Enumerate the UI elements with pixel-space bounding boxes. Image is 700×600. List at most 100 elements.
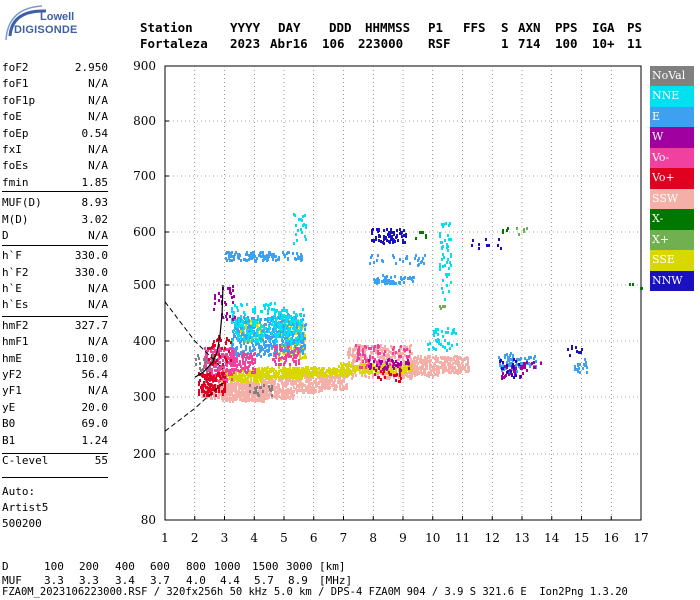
echo-point xyxy=(436,360,438,363)
echo-point xyxy=(288,368,290,371)
echo-point xyxy=(293,356,295,359)
echo-point xyxy=(377,371,379,374)
echo-point xyxy=(399,258,401,261)
echo-point xyxy=(231,259,233,262)
echo-point xyxy=(281,343,283,346)
echo-point xyxy=(368,376,370,379)
x-tick-label: 4 xyxy=(250,531,258,545)
echo-point xyxy=(216,369,218,372)
echo-point xyxy=(267,304,269,307)
echo-point xyxy=(255,319,257,322)
echo-point xyxy=(239,341,241,344)
echo-point xyxy=(375,238,377,241)
echo-point xyxy=(274,382,276,385)
echo-point xyxy=(305,373,307,376)
echo-point xyxy=(284,347,286,350)
echo-point xyxy=(263,343,265,346)
echo-point xyxy=(448,358,450,361)
echo-point xyxy=(405,235,407,238)
echo-point xyxy=(251,339,253,342)
echo-point xyxy=(305,224,307,227)
echo-point xyxy=(515,364,517,367)
echo-point xyxy=(324,378,326,381)
echo-point xyxy=(341,364,343,367)
echo-point xyxy=(301,231,303,234)
echo-point xyxy=(258,388,260,391)
echo-point xyxy=(226,387,228,390)
echo-point xyxy=(376,364,378,367)
echo-point xyxy=(339,384,341,387)
echo-point xyxy=(287,371,289,374)
echo-point xyxy=(451,358,453,361)
echo-point xyxy=(261,338,263,341)
echo-point xyxy=(302,341,304,344)
echo-point xyxy=(236,390,238,393)
echo-point xyxy=(244,364,246,367)
x-tick-label: 7 xyxy=(340,531,348,545)
echo-point xyxy=(225,303,227,306)
echo-point xyxy=(351,377,353,380)
echo-point xyxy=(274,393,276,396)
y-tick-label: 700 xyxy=(133,169,156,183)
echo-point xyxy=(414,372,416,375)
echo-point xyxy=(247,369,249,372)
echo-point xyxy=(506,366,508,369)
echo-point xyxy=(356,347,358,350)
echo-point xyxy=(433,367,435,370)
echo-point xyxy=(301,386,303,389)
echo-point xyxy=(350,364,352,367)
echo-point xyxy=(404,345,406,348)
echo-point xyxy=(230,363,232,366)
echo-point xyxy=(418,367,420,370)
echo-points xyxy=(195,213,643,403)
echo-point xyxy=(531,362,533,365)
echo-point xyxy=(240,369,242,372)
echo-point xyxy=(282,367,284,370)
echo-point xyxy=(271,345,273,348)
echo-point xyxy=(258,353,260,356)
muf-value: 3.7 xyxy=(150,574,170,587)
echo-point xyxy=(450,253,452,256)
echo-point xyxy=(361,366,363,369)
param-value: 69.0 xyxy=(81,417,109,431)
echo-point xyxy=(379,352,381,355)
echo-point xyxy=(207,382,209,385)
param-row: foF2 2.950 xyxy=(2,60,108,76)
echo-point xyxy=(341,380,343,383)
echo-point xyxy=(449,362,451,365)
echo-point xyxy=(305,238,307,241)
echo-point xyxy=(504,356,506,359)
echo-point xyxy=(328,375,330,378)
echo-point xyxy=(238,391,240,394)
echo-point xyxy=(414,374,416,377)
echo-point xyxy=(254,361,256,364)
echo-point xyxy=(347,351,349,354)
echo-point xyxy=(390,367,392,370)
echo-point xyxy=(275,363,277,366)
echo-point xyxy=(419,360,421,363)
x-tick-label: 11 xyxy=(455,531,470,545)
legend-item-x-plus: X+ xyxy=(650,229,694,251)
echo-point xyxy=(295,347,297,350)
echo-point xyxy=(390,351,392,354)
echo-point xyxy=(307,391,309,394)
echo-point xyxy=(228,361,230,364)
echo-point xyxy=(287,257,289,260)
echo-point xyxy=(248,330,250,333)
x-tick-label: 15 xyxy=(574,531,589,545)
echo-point xyxy=(301,320,303,323)
echo-point xyxy=(418,257,420,260)
echo-point xyxy=(421,260,423,263)
echo-point xyxy=(241,355,243,358)
echo-point xyxy=(292,252,294,255)
echo-point xyxy=(213,356,215,359)
echo-point xyxy=(245,348,247,351)
echo-point xyxy=(283,307,285,310)
echo-point xyxy=(334,379,336,382)
echo-point xyxy=(390,276,392,279)
echo-point xyxy=(212,354,214,357)
legend-item-nnw: NNW xyxy=(650,270,694,292)
echo-point xyxy=(418,372,420,375)
echo-point xyxy=(344,363,346,366)
echo-point xyxy=(224,301,226,304)
